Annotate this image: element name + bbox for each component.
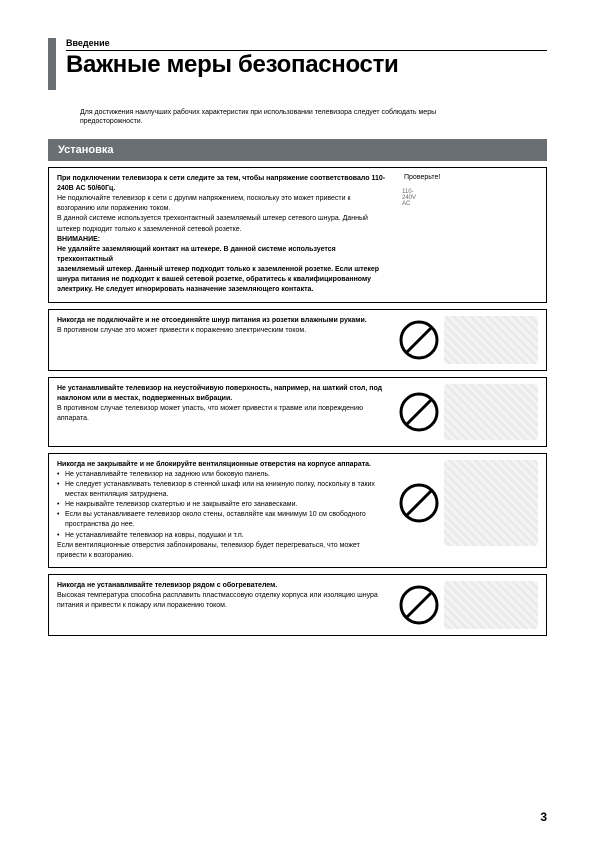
warning-text: Никогда не закрывайте и не блокируйте ве… bbox=[57, 460, 390, 561]
warning-para: В данной системе используется трехконтак… bbox=[57, 214, 390, 234]
intro-label: Введение bbox=[66, 38, 547, 48]
warning-bold: Никогда не устанавливайте телевизор рядо… bbox=[57, 581, 390, 591]
warning-box: Никогда не устанавливайте телевизор рядо… bbox=[48, 574, 547, 636]
warning-text: При подключении телевизора к сети следит… bbox=[57, 174, 390, 296]
warning-bold: При подключении телевизора к сети следит… bbox=[57, 174, 390, 194]
illustration-ventilation bbox=[444, 460, 538, 546]
page-title: Важные меры безопасности bbox=[66, 52, 547, 77]
list-item: Не накрывайте телевизор скатертью и не з… bbox=[57, 500, 390, 510]
warning-graphic bbox=[398, 581, 538, 629]
illustration-unstable bbox=[444, 384, 538, 440]
list-item: Не устанавливайте телевизор на заднюю ил… bbox=[57, 470, 390, 480]
check-label: Проверьте! bbox=[404, 174, 440, 181]
warning-bold: ВНИМАНИЕ: bbox=[57, 235, 390, 245]
header-text-block: Введение Важные меры безопасности bbox=[66, 38, 547, 77]
warning-para: Не подключайте телевизор к сети с другим… bbox=[57, 194, 390, 214]
warning-graphic bbox=[398, 316, 538, 364]
warning-para: Если вентиляционные отверстия заблокиров… bbox=[57, 541, 390, 561]
illustration-heater bbox=[444, 581, 538, 629]
warning-list: Не устанавливайте телевизор на заднюю ил… bbox=[57, 470, 390, 541]
warning-bold: Никогда не закрывайте и не блокируйте ве… bbox=[57, 460, 390, 470]
warning-graphic bbox=[398, 460, 538, 546]
prohibit-icon bbox=[398, 482, 440, 524]
warning-para: Высокая температура способна расплавить … bbox=[57, 591, 390, 611]
warning-bold: Никогда не подключайте и не отсоединяйте… bbox=[57, 316, 390, 326]
warning-box: Никогда не подключайте и не отсоединяйте… bbox=[48, 309, 547, 371]
illustration-wet-hands bbox=[444, 316, 538, 364]
warning-box: Не устанавливайте телевизор на неустойчи… bbox=[48, 377, 547, 447]
prohibit-icon bbox=[398, 391, 440, 433]
header-accent-bar bbox=[48, 38, 56, 90]
warning-text: Никогда не подключайте и не отсоединяйте… bbox=[57, 316, 390, 336]
prohibit-icon bbox=[398, 319, 440, 361]
subtitle-paragraph: Для достижения наилучших рабочих характе… bbox=[80, 108, 480, 127]
warning-graphic: Проверьте! 110-240V AC bbox=[398, 174, 538, 187]
warning-para: В противном случае телевизор может упаст… bbox=[57, 404, 390, 424]
voltage-label: 110-240V AC bbox=[402, 189, 416, 207]
warning-box: При подключении телевизора к сети следит… bbox=[48, 167, 547, 303]
warning-para: В противном случае это может привести к … bbox=[57, 326, 390, 336]
page-header: Введение Важные меры безопасности bbox=[48, 38, 547, 90]
warning-text: Никогда не устанавливайте телевизор рядо… bbox=[57, 581, 390, 611]
warning-graphic bbox=[398, 384, 538, 440]
page-number: 3 bbox=[540, 810, 547, 824]
list-item: Если вы устанавливаете телевизор около с… bbox=[57, 510, 390, 530]
list-item: Не следует устанавливать телевизор в сте… bbox=[57, 480, 390, 500]
warning-bold: заземляемый штекер. Данный штекер подход… bbox=[57, 265, 390, 295]
prohibit-icon bbox=[398, 584, 440, 626]
warning-text: Не устанавливайте телевизор на неустойчи… bbox=[57, 384, 390, 425]
section-title-bar: Установка bbox=[48, 139, 547, 161]
list-item: Не устанавливайте телевизор на ковры, по… bbox=[57, 531, 390, 541]
warning-bold: Не устанавливайте телевизор на неустойчи… bbox=[57, 384, 390, 404]
warning-bold: Не удаляйте заземляющий контакт на штеке… bbox=[57, 245, 390, 265]
warning-box: Никогда не закрывайте и не блокируйте ве… bbox=[48, 453, 547, 568]
